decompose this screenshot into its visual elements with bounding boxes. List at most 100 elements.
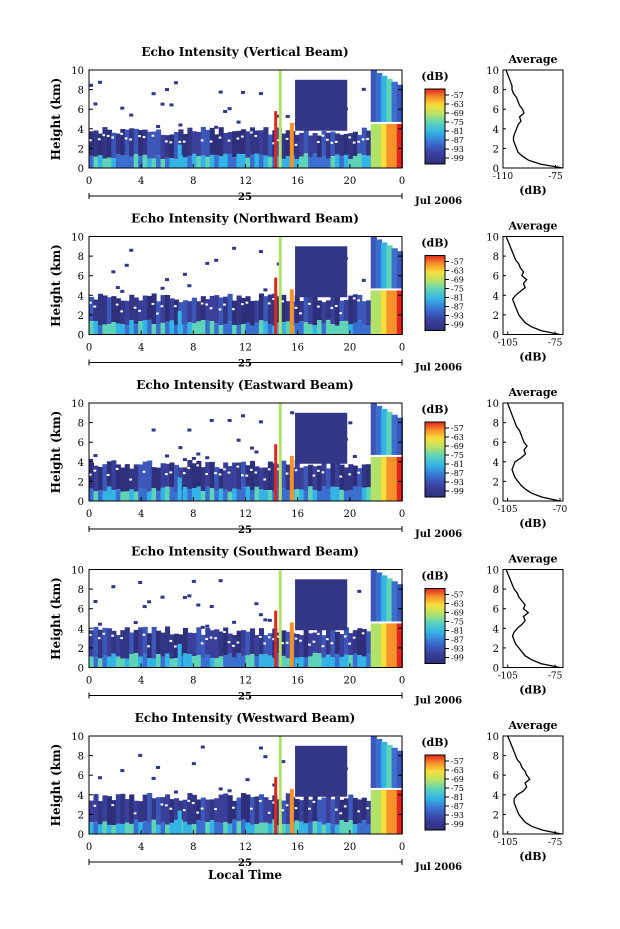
heatmap-cell bbox=[281, 158, 287, 168]
colorbar-tick-label: -63 bbox=[451, 100, 464, 109]
heatmap-rain bbox=[386, 744, 393, 789]
heatmap-cell bbox=[258, 489, 264, 501]
heatmap-cell bbox=[357, 628, 363, 656]
date-label: Jul 2006 bbox=[414, 696, 462, 707]
colorbar-tick-label: -87 bbox=[451, 303, 464, 312]
heatmap-cell bbox=[249, 446, 254, 450]
heatmap-gap bbox=[218, 308, 222, 311]
x-tick-label: 8 bbox=[190, 343, 196, 354]
heatmap-cell bbox=[147, 319, 153, 335]
day-label: 25 bbox=[238, 692, 252, 703]
heatmap-cell bbox=[361, 464, 367, 488]
heatmap-rain bbox=[391, 81, 398, 123]
heatmap-cell bbox=[308, 157, 314, 168]
heatmap-cell bbox=[343, 154, 349, 168]
heatmap-cell bbox=[218, 297, 224, 326]
heatmap-gap bbox=[147, 645, 150, 648]
heatmap-cell bbox=[200, 821, 206, 834]
y-tick-label: 10 bbox=[71, 66, 84, 77]
heatmap-cell bbox=[214, 258, 219, 262]
heatmap-cell bbox=[249, 127, 256, 155]
y-tick-label: 6 bbox=[78, 105, 84, 116]
heatmap-cell bbox=[263, 822, 269, 834]
heatmap-cell bbox=[169, 298, 175, 321]
heatmap-gap bbox=[191, 802, 195, 805]
heatmap-cell bbox=[254, 602, 259, 606]
heatmap-cell bbox=[173, 464, 180, 493]
heatmap-gap bbox=[312, 474, 316, 477]
heatmap-gap bbox=[165, 804, 168, 807]
heatmap-cell bbox=[254, 322, 260, 335]
heatmap-cell bbox=[111, 460, 117, 491]
heatmap-cell bbox=[299, 132, 305, 157]
heatmap-cell bbox=[205, 822, 211, 834]
heatmap-cell bbox=[267, 823, 273, 834]
heatmap-cell bbox=[97, 80, 102, 84]
heatmap-cell bbox=[267, 490, 273, 501]
heatmap-cell bbox=[232, 462, 238, 489]
heatmap-cell bbox=[312, 466, 318, 490]
heatmap-cell bbox=[241, 414, 246, 418]
heatmap-gap bbox=[325, 138, 329, 141]
y-axis-title: Height (km) bbox=[49, 78, 63, 161]
colorbar-tick-label: -69 bbox=[451, 109, 464, 118]
heatmap-gap bbox=[370, 621, 402, 624]
x-tick-label: 20 bbox=[343, 343, 356, 354]
heatmap-gap bbox=[370, 121, 402, 124]
heatmap-field bbox=[89, 736, 403, 834]
panel-title: Echo Intensity (Vertical Beam) bbox=[141, 45, 348, 59]
heatmap-cell bbox=[236, 120, 241, 124]
heatmap-cell bbox=[245, 794, 251, 823]
y-tick-label: 6 bbox=[78, 438, 84, 449]
heatmap-cell bbox=[218, 656, 224, 668]
heatmap-cell bbox=[241, 324, 247, 335]
heatmap-cell bbox=[205, 799, 211, 823]
heatmap-gap bbox=[281, 809, 284, 812]
heatmap-cell bbox=[111, 653, 117, 668]
heatmap-cell bbox=[200, 491, 206, 501]
heatmap-gap bbox=[245, 301, 249, 304]
heatmap-cell bbox=[236, 653, 242, 668]
avg-x-tick-label: -110 bbox=[493, 172, 513, 182]
heatmap-cell bbox=[321, 302, 327, 324]
heatmap-cell bbox=[299, 489, 305, 501]
heatmap-cell bbox=[165, 463, 171, 487]
heatmap-cell bbox=[366, 653, 372, 668]
heatmap-rain bbox=[386, 289, 393, 335]
heatmap-rain bbox=[396, 122, 403, 168]
heatmap-cell bbox=[263, 490, 269, 501]
panel-1: Echo Intensity (Northward Beam) 0 2 4 6 8 10 He… bbox=[49, 212, 564, 374]
heatmap-gap bbox=[241, 135, 244, 138]
heatmap-cell bbox=[156, 467, 162, 491]
heatmap-cell bbox=[93, 299, 99, 321]
heatmap-gap bbox=[357, 471, 360, 474]
x-tick-label: 16 bbox=[291, 343, 304, 354]
heatmap-cell bbox=[236, 153, 242, 168]
heatmap-cell bbox=[205, 486, 211, 501]
heatmap-cell bbox=[120, 769, 125, 773]
heatmap-cell bbox=[366, 487, 372, 501]
heatmap-gap bbox=[352, 141, 356, 144]
heatmap-cell bbox=[317, 157, 323, 168]
avg-frame bbox=[502, 402, 564, 502]
heatmap-cell bbox=[214, 155, 220, 168]
heatmap-cell bbox=[160, 822, 166, 834]
x-tick-label: 4 bbox=[138, 842, 144, 853]
heatmap-gap bbox=[102, 632, 106, 635]
heatmap-cell bbox=[361, 155, 367, 168]
heatmap-gap bbox=[115, 303, 119, 306]
heatmap-gap bbox=[263, 478, 267, 481]
heatmap-cell bbox=[97, 629, 104, 659]
y-tick-label: 6 bbox=[78, 605, 84, 616]
colorbar-tick-label: -81 bbox=[451, 127, 464, 136]
heatmap-rain bbox=[386, 578, 393, 623]
heatmap-gap bbox=[214, 637, 217, 640]
heatmap-cell bbox=[290, 411, 295, 415]
heatmap-gap bbox=[124, 137, 128, 140]
heatmap-cell bbox=[111, 585, 116, 589]
y-tick-label: 0 bbox=[78, 497, 84, 508]
heatmap-cell bbox=[209, 418, 214, 422]
heatmap-cell bbox=[200, 320, 206, 335]
heatmap-cell bbox=[115, 464, 121, 490]
heatmap-rain bbox=[370, 289, 377, 335]
